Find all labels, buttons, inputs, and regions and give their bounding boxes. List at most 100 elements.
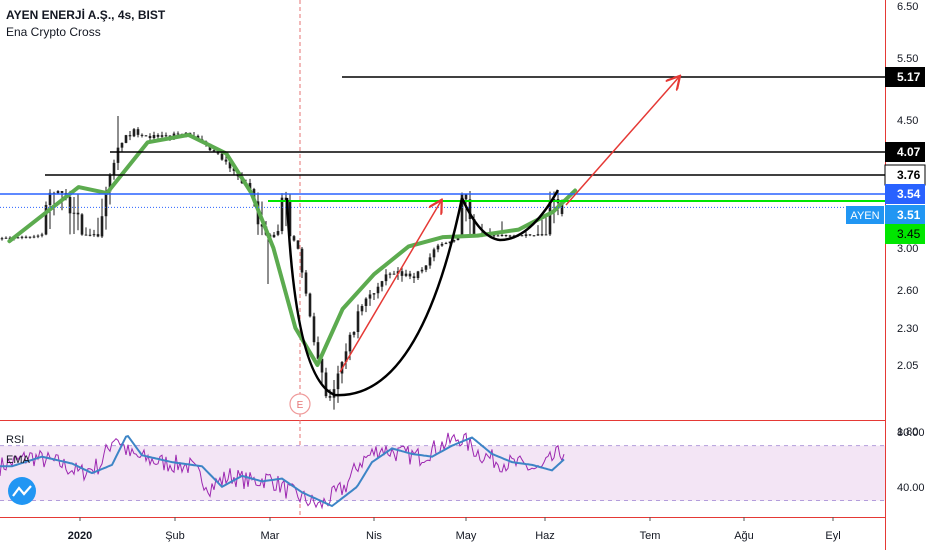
candle-body (280, 197, 284, 232)
candle-body (420, 269, 424, 272)
symbol-label: AYEN (850, 210, 879, 222)
candle-body (120, 142, 124, 148)
candle-body (404, 273, 408, 276)
candle-body (428, 257, 432, 266)
candle-body (272, 234, 276, 238)
candle-body (328, 396, 332, 398)
y-tick-label: 4.50 (897, 115, 918, 127)
x-tick-label: Eyl (825, 530, 840, 542)
candle-body (432, 249, 436, 258)
y-tick-label: 2.60 (897, 285, 918, 297)
candle-body (552, 199, 556, 201)
candle-body (148, 136, 152, 139)
candle-body (424, 265, 428, 270)
candle-body (108, 175, 112, 192)
rsi-ema-line (0, 434, 565, 508)
candle-body (260, 224, 264, 227)
candle-body (32, 236, 36, 238)
candle-body (296, 240, 300, 249)
candle-body (528, 234, 532, 236)
candle-body (20, 236, 24, 238)
y-tick-label: 2.30 (897, 323, 918, 335)
candle-body (84, 234, 88, 236)
candle-body (44, 205, 48, 235)
candle-body (492, 235, 496, 237)
candle-body (560, 202, 564, 214)
price-label: 3.54 (897, 187, 921, 201)
candle-body (308, 293, 312, 317)
event-marker-label: E (297, 400, 304, 411)
candle-body (356, 311, 360, 332)
candle-body (160, 135, 164, 137)
candle-body (376, 286, 380, 294)
candle-body (472, 219, 476, 237)
candle-body (508, 235, 512, 237)
candle-body (500, 234, 504, 236)
candle-body (524, 234, 528, 237)
candle-body (152, 134, 156, 139)
x-tick-label: Nis (366, 530, 382, 542)
candle-body (76, 212, 80, 215)
rsi-y-tick-label: 80.00 (897, 427, 925, 439)
rsi-band (0, 445, 885, 501)
candle-body (540, 234, 544, 236)
candle-body (124, 135, 128, 143)
y-tick-label: 3.00 (897, 243, 918, 255)
candle-body (532, 235, 536, 237)
candle-body (316, 342, 320, 359)
candle-body (176, 133, 180, 135)
indicator-name: Ena Crypto Cross (6, 25, 101, 39)
price-label: 3.51 (897, 208, 921, 222)
handle-pattern (460, 189, 560, 242)
candle-body (548, 200, 552, 235)
candle-body (24, 236, 28, 238)
rsi-label: RSI (6, 434, 24, 446)
candle-body (544, 234, 548, 236)
candle-body (4, 237, 8, 239)
candle-body (408, 273, 412, 277)
y-tick-label: 2.05 (897, 360, 918, 372)
candle-body (276, 231, 280, 235)
candle-body (80, 214, 84, 235)
chart-header: AYEN ENERJİ A.Ş., 4s, BIST Ena Crypto Cr… (6, 7, 165, 41)
candle-body (292, 236, 296, 241)
candle-body (28, 236, 32, 238)
candle-body (520, 235, 524, 237)
event-marker-circle (289, 393, 311, 415)
candle-body (224, 159, 228, 162)
candle-body (360, 305, 364, 312)
y-tick-label: 1.80 (897, 426, 918, 438)
candle-body (48, 192, 52, 206)
candle-body (464, 194, 468, 200)
candle-body (388, 273, 392, 275)
candle-body (320, 358, 324, 373)
candle-body (92, 234, 96, 236)
candle-body (412, 276, 416, 279)
candle-body (372, 293, 376, 295)
candle-body (304, 272, 308, 294)
candle-body (468, 199, 472, 220)
candle-body (16, 237, 20, 239)
candle-body (444, 243, 448, 245)
x-tick-label: Haz (535, 530, 555, 542)
x-tick-label: Ağu (734, 530, 754, 542)
candle-body (228, 161, 232, 169)
breakout-arrow-2 (565, 77, 679, 206)
candle-body (56, 191, 60, 194)
x-tick-label: Şub (165, 530, 185, 542)
price-label: 3.45 (897, 227, 921, 241)
candle-body (392, 273, 396, 275)
candle-body (348, 334, 352, 352)
candle-body (352, 331, 356, 335)
price-label-bg (885, 184, 925, 204)
x-tick-label: 2020 (68, 530, 92, 542)
candle-body (504, 234, 508, 236)
candle-body (452, 240, 456, 242)
candle-body (60, 191, 64, 193)
price-label-bg (885, 142, 925, 162)
candle-body (300, 248, 304, 273)
candle-body (100, 216, 104, 237)
candle-body (112, 162, 116, 176)
price-label-bg (885, 205, 925, 225)
